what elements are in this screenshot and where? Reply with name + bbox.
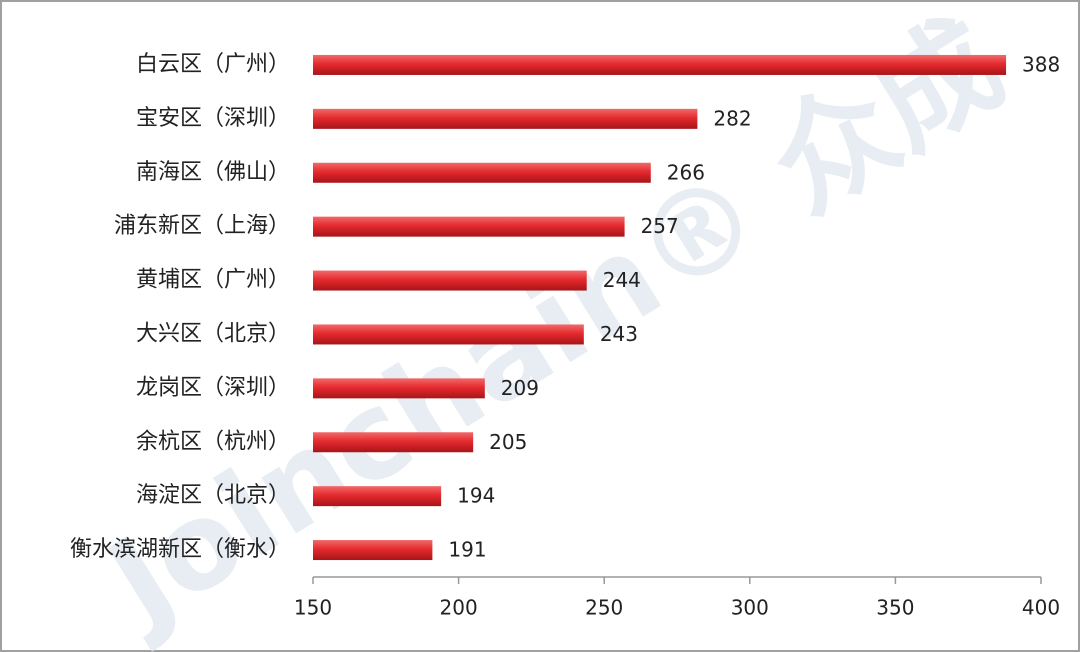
value-label: 194: [457, 484, 495, 508]
y-tick-label: 南海区（佛山）: [136, 160, 290, 185]
y-tick-label: 龙岗区（深圳）: [136, 375, 290, 400]
value-label: 244: [603, 268, 641, 292]
y-tick-label: 大兴区（北京）: [136, 321, 290, 346]
bar: [313, 108, 698, 129]
value-label: 191: [448, 538, 486, 562]
y-tick-label: 黄埔区（广州）: [136, 268, 290, 293]
value-label: 388: [1022, 52, 1060, 76]
y-tick-label: 宝安区（深圳）: [136, 106, 290, 131]
value-label: 243: [600, 322, 638, 346]
bar: [313, 540, 433, 561]
bar: [313, 270, 587, 291]
bar: [313, 54, 1007, 75]
x-tick-label: 300: [731, 596, 769, 620]
bar: [313, 216, 625, 237]
y-tick-label: 余杭区（杭州）: [136, 429, 290, 454]
value-label: 266: [667, 160, 705, 184]
y-tick-label: 白云区（广州）: [136, 52, 290, 77]
bar: [313, 432, 474, 453]
bar: [313, 324, 584, 345]
value-label: 209: [501, 376, 539, 400]
y-tick-label: 浦东新区（上海）: [114, 214, 290, 239]
bar: [313, 486, 442, 507]
x-tick-label: 200: [440, 596, 478, 620]
y-tick-label: 海淀区（北京）: [136, 483, 290, 508]
value-label: 257: [641, 214, 679, 238]
value-label: 205: [489, 430, 527, 454]
x-tick-label: 150: [294, 596, 332, 620]
y-tick-label: 衡水滨湖新区（衡水）: [70, 537, 290, 562]
x-tick-label: 400: [1022, 596, 1060, 620]
x-tick-label: 350: [876, 596, 914, 620]
x-tick-label: 250: [585, 596, 623, 620]
bar: [313, 162, 651, 183]
bar: [313, 378, 485, 399]
value-label: 282: [713, 106, 751, 130]
